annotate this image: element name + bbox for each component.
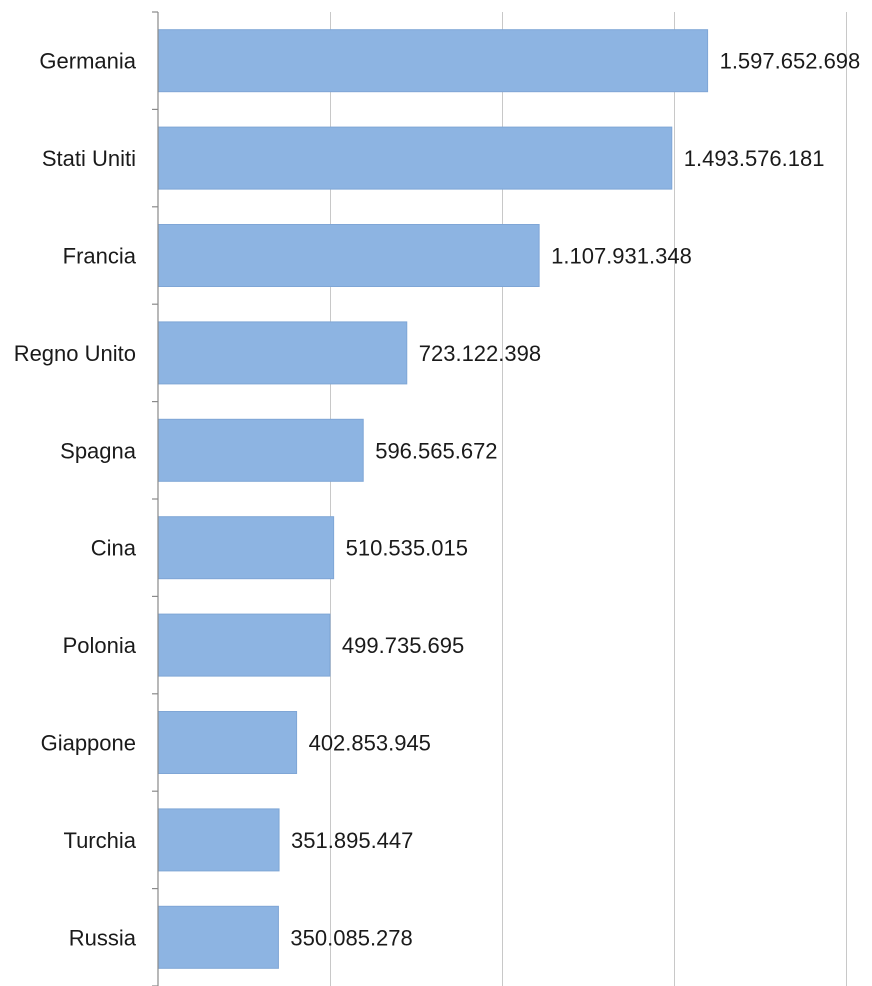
category-label: Francia [63,244,137,269]
bar [157,418,364,482]
category-label: Spagna [60,438,137,463]
bar [157,516,335,580]
category-label: Polonia [63,633,137,658]
bar [157,29,709,93]
data-label: 351.895.447 [291,828,413,853]
data-label: 350.085.278 [290,925,412,950]
data-label: 723.122.398 [419,341,541,366]
bars [157,29,709,969]
bar [157,613,331,677]
category-label: Germania [39,49,136,74]
data-label: 1.493.576.181 [684,146,825,171]
data-label: 1.107.931.348 [551,244,692,269]
data-label: 596.565.672 [375,438,497,463]
bar [157,224,540,287]
data-label: 499.735.695 [342,633,464,658]
data-label: 510.535.015 [346,536,468,561]
data-label: 402.853.945 [309,731,431,756]
bar [157,711,298,774]
y-axis [152,11,159,986]
category-label: Cina [91,536,137,561]
category-label: Giappone [41,731,136,756]
category-label: Turchia [63,828,136,853]
category-label: Regno Unito [14,341,136,366]
labels: Germania 1.597.652.698 Stati Uniti 1.493.57… [14,49,861,951]
bar [157,321,408,385]
data-label: 1.597.652.698 [720,49,861,74]
category-label: Stati Uniti [42,146,136,171]
bar [157,905,279,969]
bar [157,808,280,872]
category-label: Russia [69,925,137,950]
bar [157,126,673,190]
